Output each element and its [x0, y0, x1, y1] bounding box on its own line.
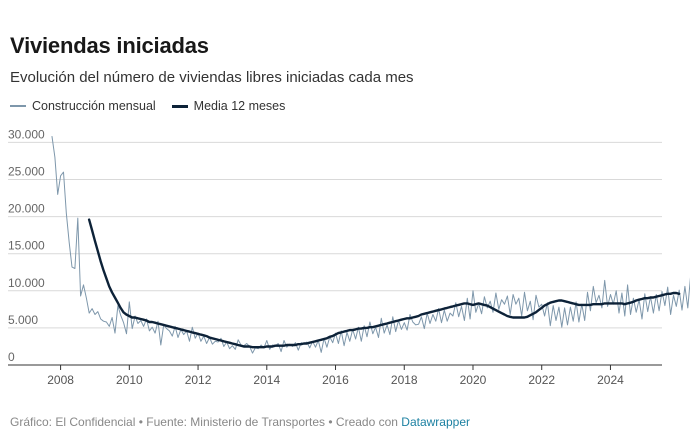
legend-swatch-average	[171, 104, 188, 108]
y-tick-label: 30.000	[8, 127, 45, 141]
chart-title: Viviendas iniciadas	[10, 33, 209, 58]
legend-item-average: Media 12 meses	[171, 99, 286, 113]
x-tick-label: 2016	[322, 373, 349, 387]
x-tick-label: 2018	[391, 373, 418, 387]
grid-lines	[8, 141, 662, 366]
y-axis-labels: 0 5.000 10.000 15.000 20.000 25.000 30.000	[8, 127, 45, 364]
datawrapper-link[interactable]: Datawrapper	[401, 415, 470, 429]
footer: Gráfico: El Confidencial • Fuente: Minis…	[10, 415, 470, 429]
legend: Construcción mensual Media 12 meses	[10, 99, 301, 113]
footer-source: Fuente: Ministerio de Transportes	[146, 415, 326, 429]
x-tick-label: 2012	[185, 373, 212, 387]
x-tick-label: 2008	[47, 373, 74, 387]
footer-credit: Gráfico: El Confidencial	[10, 415, 136, 429]
y-tick-label: 5.000	[8, 313, 38, 327]
legend-label-monthly: Construcción mensual	[32, 99, 156, 113]
legend-item-monthly: Construcción mensual	[10, 99, 156, 113]
y-tick-label: 0	[8, 350, 15, 364]
chart-subtitle: Evolución del número de viviendas libres…	[10, 69, 414, 86]
line-chart: 0 5.000 10.000 15.000 20.000 25.000 30.000 200…	[8, 127, 690, 387]
x-tick-label: 2010	[116, 373, 143, 387]
y-tick-label: 15.000	[8, 239, 45, 253]
x-tick-label: 2024	[597, 373, 624, 387]
footer-created-with: Creado con	[335, 415, 402, 429]
series-line-average	[87, 218, 681, 349]
y-tick-label: 25.000	[8, 165, 45, 179]
series-lines	[51, 136, 690, 354]
x-tick-label: 2014	[253, 373, 280, 387]
y-tick-label: 20.000	[8, 202, 45, 216]
legend-label-average: Media 12 meses	[193, 99, 286, 113]
legend-swatch-monthly	[10, 105, 26, 107]
y-tick-label: 10.000	[8, 276, 45, 290]
x-tick-label: 2020	[460, 373, 487, 387]
footer-separator-1: •	[135, 415, 147, 429]
series-line-monthly	[51, 136, 690, 354]
footer-separator-2: •	[325, 415, 336, 429]
x-axis-labels: 2008 2010 2012 2014 2016 2018 2020 2022 2024	[47, 365, 624, 387]
x-tick-label: 2022	[528, 373, 555, 387]
